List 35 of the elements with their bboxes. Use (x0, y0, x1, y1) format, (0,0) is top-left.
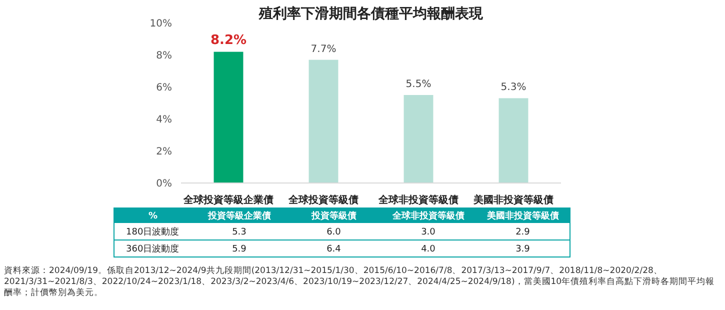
data-label: 3.0 (421, 228, 436, 238)
category-label: 美國非投資等級債 (486, 210, 559, 222)
bar (404, 95, 434, 183)
y-tick-label: 2% (156, 146, 172, 158)
bar (308, 60, 338, 183)
y-tick-label: 0% (156, 178, 172, 190)
data-label: 4.0 (421, 244, 436, 255)
y-tick-label: 6% (156, 82, 172, 94)
bar (498, 98, 528, 183)
text: % (148, 212, 158, 222)
category-label: 投資等級債 (310, 210, 356, 222)
data-label: 3.9 (516, 244, 530, 255)
data-label: 2.9 (516, 228, 530, 238)
x-tick-label: 全球非投資等級債 (378, 194, 458, 206)
x-tick-label: 全球投資等級企業債 (182, 194, 274, 206)
data-label: 5.5% (406, 79, 432, 90)
x-tick-label: 美國非投資等級債 (472, 194, 554, 206)
data-label: 8.2% (210, 32, 247, 48)
y-tick-label: 8% (156, 50, 172, 62)
data-label: 6.0 (326, 228, 342, 238)
y-tick-label: 10% (150, 18, 172, 30)
chart-title: 殖利率下滑期間各債種平均報酬表現 (258, 5, 484, 22)
data-label: 5.9 (232, 244, 247, 255)
text: 180日波動度 (126, 226, 180, 238)
category-label: 投資等級企業債 (206, 210, 271, 222)
x-tick-label: 全球投資等級債 (288, 194, 358, 206)
category-label: 全球非投資等級債 (391, 210, 464, 222)
data-label: 5.3% (500, 82, 526, 94)
text: 360日波動度 (126, 244, 180, 255)
y-tick-label: 4% (156, 114, 172, 126)
data-label: 6.4 (326, 244, 342, 255)
data-label: 7.7% (310, 44, 336, 55)
source-note: 資料來源：2024/09/19。係取自2013/12~2024/9共九段期間(2013/12/31~2015/1/30、2015/6/10~2016/7/8、2017/3/13~2017/9/7、2018/11/8~2020/2/28、2021/3/31~2021/8/3、2022/10/24~2023/1/18、2023/3/2~2023/4/6、2023/10/19~2023/12/27、2024/4/25~2024/9/18)，當美國10年債殖利率自高點下滑時各期間平均報酬率；計價幣別為美元。 (4, 266, 716, 299)
bar (214, 52, 244, 183)
data-label: 5.3 (232, 228, 246, 238)
